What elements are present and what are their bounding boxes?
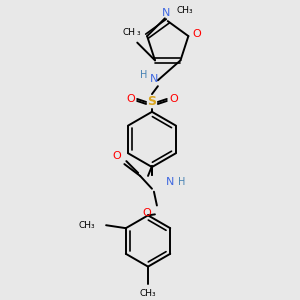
- Text: O: O: [112, 151, 121, 161]
- Text: CH₃: CH₃: [140, 289, 156, 298]
- Text: N: N: [150, 74, 158, 84]
- Text: N: N: [166, 177, 174, 187]
- Text: H: H: [178, 177, 185, 187]
- Text: O: O: [169, 94, 178, 104]
- Text: O: O: [126, 94, 135, 104]
- Text: N: N: [162, 8, 170, 18]
- Text: CH₃: CH₃: [79, 221, 95, 230]
- Text: CH₃: CH₃: [177, 6, 193, 15]
- Text: O: O: [192, 29, 201, 39]
- Text: H: H: [140, 70, 148, 80]
- Text: S: S: [148, 95, 157, 109]
- Text: ₃: ₃: [136, 28, 140, 37]
- Text: CH: CH: [123, 28, 136, 37]
- Text: O: O: [143, 208, 152, 218]
